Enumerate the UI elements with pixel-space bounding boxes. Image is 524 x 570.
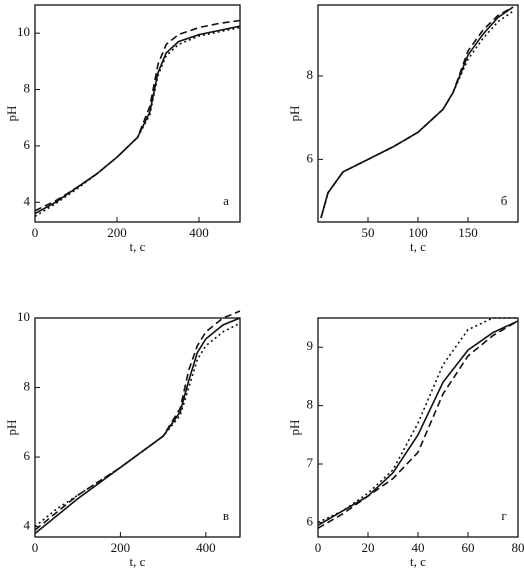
panel-letter: г — [501, 508, 506, 523]
y-tick-label: 8 — [24, 81, 31, 96]
y-tick-label: 6 — [24, 448, 31, 463]
data-line — [317, 320, 519, 527]
plot-frame — [34, 4, 241, 223]
data-line — [34, 322, 241, 528]
plot-frame — [317, 4, 519, 223]
x-tick-label: 80 — [512, 540, 524, 555]
x-tick-label: 0 — [32, 225, 39, 240]
y-tick-label: 4 — [24, 193, 31, 208]
panel-letter: а — [223, 193, 229, 208]
x-axis-label: t, c — [410, 554, 426, 569]
x-tick-label: 200 — [107, 225, 127, 240]
x-tick-label: 50 — [362, 225, 375, 240]
y-axis-label: pH — [4, 420, 19, 436]
data-line — [320, 10, 514, 219]
data-line — [320, 6, 514, 219]
y-tick-label: 7 — [307, 455, 314, 470]
x-axis-label: t, c — [130, 239, 146, 254]
y-tick-label: 9 — [307, 338, 314, 353]
x-tick-label: 0 — [315, 540, 322, 555]
x-tick-label: 40 — [412, 540, 425, 555]
x-tick-label: 150 — [458, 225, 478, 240]
y-tick-label: 6 — [24, 137, 31, 152]
x-tick-label: 60 — [462, 540, 475, 555]
panel-letter: б — [501, 193, 508, 208]
data-line — [34, 26, 241, 218]
y-tick-label: 8 — [307, 397, 314, 412]
y-axis-label: pH — [4, 106, 19, 122]
y-tick-label: 6 — [307, 150, 314, 165]
data-line — [34, 310, 241, 531]
y-axis-label: pH — [287, 420, 302, 436]
x-axis-label: t, c — [410, 239, 426, 254]
data-line — [317, 317, 518, 524]
y-tick-label: 8 — [307, 67, 314, 82]
x-tick-label: 0 — [32, 540, 39, 555]
x-tick-label: 100 — [408, 225, 428, 240]
panel-letter: в — [223, 508, 229, 523]
y-tick-label: 4 — [24, 518, 31, 533]
data-line — [320, 6, 514, 219]
plot-frame — [34, 317, 241, 538]
data-line — [34, 25, 241, 215]
data-line — [34, 19, 241, 212]
data-line — [34, 317, 241, 535]
x-tick-label: 200 — [111, 540, 131, 555]
y-tick-label: 6 — [307, 513, 314, 528]
x-axis-label: t, c — [130, 554, 146, 569]
y-tick-label: 10 — [17, 309, 30, 324]
data-line — [317, 320, 519, 529]
y-axis-label: pH — [287, 106, 302, 122]
x-tick-label: 400 — [196, 540, 216, 555]
y-tick-label: 8 — [24, 379, 31, 394]
y-tick-label: 10 — [17, 24, 30, 39]
x-tick-label: 20 — [362, 540, 375, 555]
plot-frame — [317, 317, 519, 538]
x-tick-label: 400 — [189, 225, 209, 240]
